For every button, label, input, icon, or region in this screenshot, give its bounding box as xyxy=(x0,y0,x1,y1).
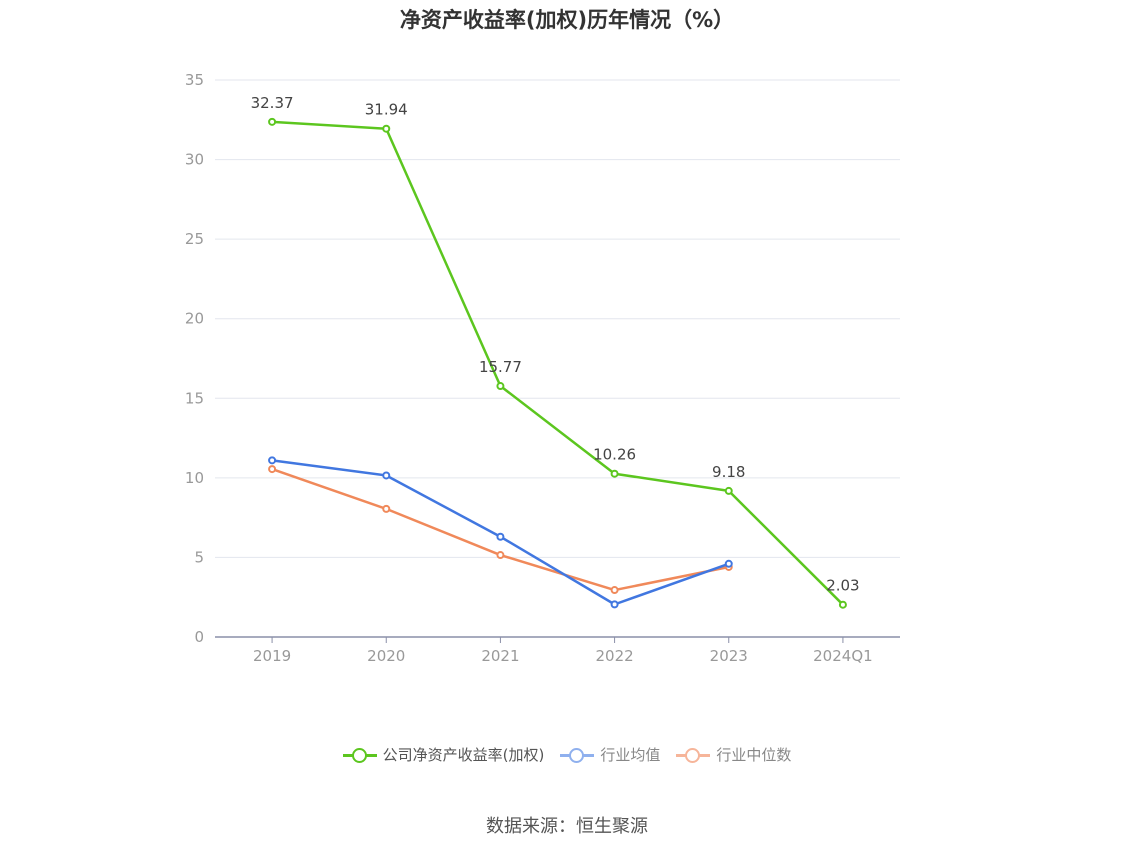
y-tick-label: 30 xyxy=(185,151,204,169)
data-point[interactable] xyxy=(838,600,847,609)
data-point[interactable] xyxy=(382,471,391,480)
data-label: 31.94 xyxy=(365,101,408,119)
data-source: 数据来源：恒生聚源 xyxy=(486,816,648,837)
data-label: 2.03 xyxy=(826,577,859,595)
x-tick-label: 2020 xyxy=(367,647,405,665)
data-point[interactable] xyxy=(382,124,391,133)
x-tick-label: 2022 xyxy=(595,647,633,665)
legend-item-company-roe[interactable]: 公司净资产收益率(加权) xyxy=(342,744,545,765)
data-point[interactable] xyxy=(724,559,733,568)
y-tick-label: 10 xyxy=(185,469,204,487)
y-tick-label: 20 xyxy=(185,310,204,328)
data-point[interactable] xyxy=(610,586,619,595)
x-tick-label: 2023 xyxy=(710,647,748,665)
chart-title: 净资产收益率(加权)历年情况（%） xyxy=(399,8,735,32)
series-line xyxy=(272,120,844,606)
legend-marker-icon xyxy=(342,745,377,765)
y-tick-label: 0 xyxy=(194,628,204,646)
data-labels: 32.37 31.94 15.77 10.26 9.18 2.03 xyxy=(251,94,860,595)
x-tick-label: 2024Q1 xyxy=(813,647,873,665)
y-tick-label: 35 xyxy=(185,71,204,89)
data-point[interactable] xyxy=(268,456,277,465)
legend-item-industry-average[interactable]: 行业均值 xyxy=(560,744,660,765)
data-point[interactable] xyxy=(268,465,277,474)
y-tick-label: 15 xyxy=(185,389,204,407)
data-point[interactable] xyxy=(610,600,619,609)
legend-marker-icon xyxy=(560,745,595,765)
legend: 公司净资产收益率(加权) 行业均值 行业中位数 xyxy=(0,744,1134,765)
data-point[interactable] xyxy=(496,532,505,541)
legend-marker-icon xyxy=(676,745,711,765)
legend-item-industry-median[interactable]: 行业中位数 xyxy=(676,744,791,765)
data-point[interactable] xyxy=(496,382,505,391)
data-label: 9.18 xyxy=(712,463,745,481)
data-point[interactable] xyxy=(268,117,277,126)
legend-label: 行业中位数 xyxy=(716,746,792,764)
x-tick-label: 2019 xyxy=(253,647,291,665)
data-label: 32.37 xyxy=(251,94,294,112)
data-point[interactable] xyxy=(610,469,619,478)
data-point[interactable] xyxy=(382,504,391,513)
axes: 0 5 10 15 20 25 30 35 2019 2020 2021 2022 2023 2024Q1 xyxy=(185,71,900,665)
series-line xyxy=(271,467,729,592)
legend-label: 公司净资产收益率(加权) xyxy=(382,746,545,764)
data-point[interactable] xyxy=(496,551,505,560)
y-tick-label: 25 xyxy=(185,230,204,248)
data-point[interactable] xyxy=(724,486,733,495)
series-line xyxy=(271,459,730,606)
x-tick-label: 2021 xyxy=(481,647,519,665)
y-tick-label: 5 xyxy=(194,548,204,566)
data-label: 15.77 xyxy=(479,358,522,376)
legend-label: 行业均值 xyxy=(600,746,661,764)
series-lines xyxy=(268,117,847,609)
grid-lines xyxy=(215,79,900,558)
data-label: 10.26 xyxy=(593,446,636,464)
